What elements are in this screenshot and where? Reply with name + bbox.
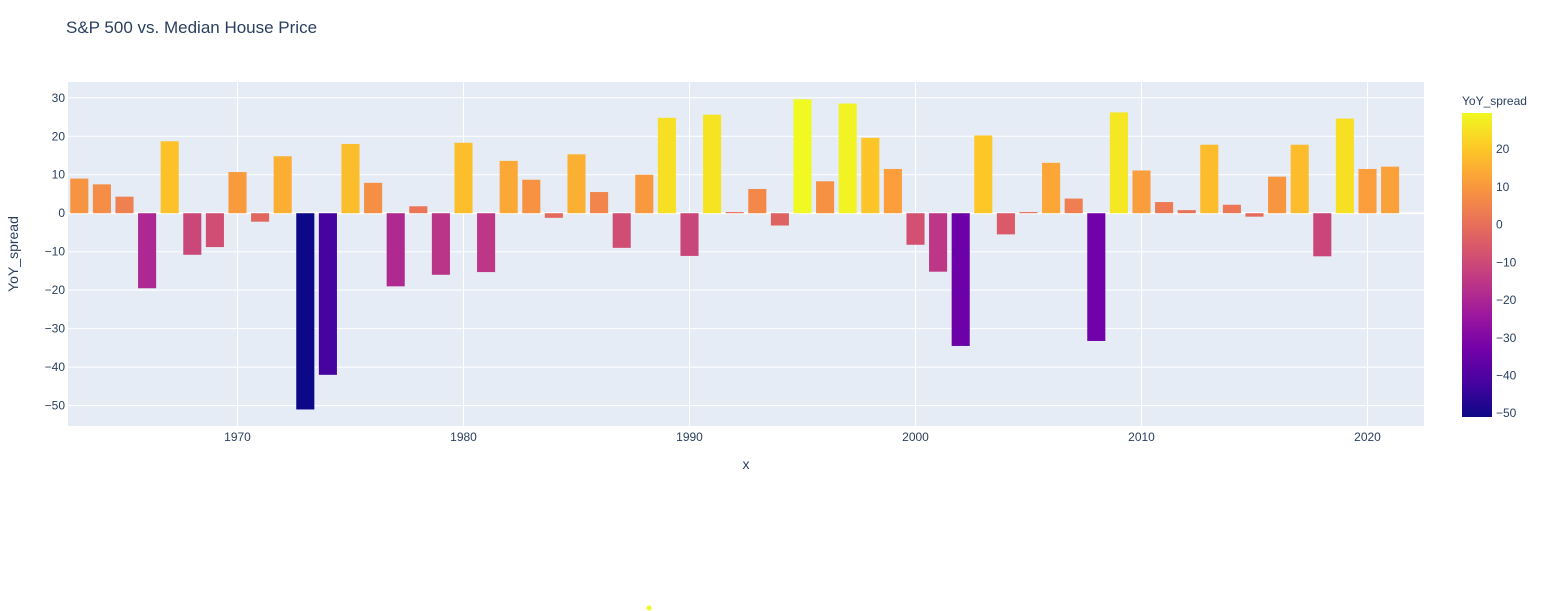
y-tick-label: −40 <box>45 360 66 374</box>
bar <box>138 213 157 289</box>
bar <box>1155 202 1174 214</box>
bar <box>612 213 631 248</box>
bar <box>364 182 383 214</box>
bar <box>273 156 292 214</box>
colorbar-tick-label: −30 <box>1496 331 1517 345</box>
bar <box>1335 118 1354 214</box>
y-axis-title: YoY_spread <box>5 216 21 292</box>
bar <box>522 179 541 214</box>
colorbar-title: YoY_spread <box>1462 94 1527 108</box>
bar <box>996 213 1015 235</box>
bar <box>974 135 993 214</box>
bar <box>454 142 473 214</box>
bar <box>544 213 563 218</box>
bar <box>883 168 902 214</box>
bar <box>635 174 654 214</box>
bar <box>1042 162 1061 214</box>
x-axis-ticks: 1970 1980 1990 2000 2010 2020 <box>224 430 1381 444</box>
bar <box>205 213 224 248</box>
bar <box>1177 210 1196 214</box>
bars <box>70 99 1400 410</box>
bar <box>228 172 247 214</box>
bar <box>816 181 835 214</box>
bar <box>431 213 450 275</box>
bar <box>680 213 699 256</box>
plot-area <box>68 82 1424 426</box>
bar <box>1109 112 1128 214</box>
y-tick-label: −30 <box>45 322 66 336</box>
x-axis-title: x <box>743 456 750 472</box>
bar <box>1268 176 1287 214</box>
bar <box>341 143 360 214</box>
bar <box>1381 166 1400 214</box>
bar <box>409 206 428 214</box>
bar <box>951 213 970 346</box>
bar <box>703 114 722 214</box>
bar <box>1245 213 1264 217</box>
bar <box>929 213 948 272</box>
bar <box>1132 170 1151 214</box>
bar <box>1200 144 1219 214</box>
bar <box>590 192 609 214</box>
bar <box>1290 144 1309 214</box>
chart-title: S&P 500 vs. Median House Price <box>66 18 317 37</box>
bar <box>499 160 518 214</box>
bar <box>318 213 337 375</box>
y-tick-label: −50 <box>45 399 66 413</box>
colorbar-tick-label: 20 <box>1496 142 1510 156</box>
bar <box>386 213 405 287</box>
colorbar: YoY_spread 20 10 0 −10 −20 −30 −40 −50 <box>1462 94 1527 420</box>
bar <box>1313 213 1332 257</box>
bar <box>1087 213 1106 341</box>
bar <box>183 213 202 255</box>
grid-lines <box>68 82 1424 426</box>
bar <box>725 212 744 214</box>
bar <box>1358 168 1377 214</box>
x-tick-label: 2000 <box>902 430 929 444</box>
colorbar-tick-label: −50 <box>1496 406 1517 420</box>
y-tick-label: −20 <box>45 283 66 297</box>
y-tick-label: 20 <box>52 129 66 143</box>
bar <box>1019 212 1038 214</box>
colorbar-tick-label: 10 <box>1496 180 1510 194</box>
y-tick-label: −10 <box>45 245 66 259</box>
y-axis-ticks: 30 20 10 0 −10 −20 −30 −40 −50 <box>45 91 66 413</box>
bar <box>160 141 179 214</box>
bar <box>92 184 111 214</box>
bar <box>567 154 586 214</box>
bar <box>770 213 789 226</box>
y-tick-label: 10 <box>52 168 66 182</box>
bar <box>1064 198 1083 214</box>
colorbar-tick-label: 0 <box>1496 218 1503 232</box>
stray-marker <box>646 605 652 611</box>
y-tick-label: 0 <box>58 206 65 220</box>
colorbar-gradient <box>1462 113 1492 417</box>
bar <box>838 103 857 214</box>
bar <box>70 178 89 214</box>
y-tick-label: 30 <box>52 91 66 105</box>
colorbar-tick-label: −40 <box>1496 369 1517 383</box>
bar <box>861 137 880 214</box>
bar <box>906 213 925 245</box>
colorbar-tick-label: −20 <box>1496 293 1517 307</box>
x-tick-label: 1990 <box>676 430 703 444</box>
x-tick-label: 2010 <box>1128 430 1155 444</box>
x-tick-label: 1980 <box>450 430 477 444</box>
bar <box>1222 204 1241 214</box>
bar <box>793 99 812 214</box>
bar <box>251 213 270 222</box>
x-tick-label: 2020 <box>1354 430 1381 444</box>
colorbar-tick-label: −10 <box>1496 255 1517 269</box>
bar <box>657 117 676 214</box>
bar <box>477 213 496 273</box>
bar <box>115 196 134 214</box>
bar <box>748 188 767 214</box>
colorbar-ticks: 20 10 0 −10 −20 −30 −40 −50 <box>1496 142 1517 420</box>
bar <box>296 213 315 410</box>
x-tick-label: 1970 <box>224 430 251 444</box>
